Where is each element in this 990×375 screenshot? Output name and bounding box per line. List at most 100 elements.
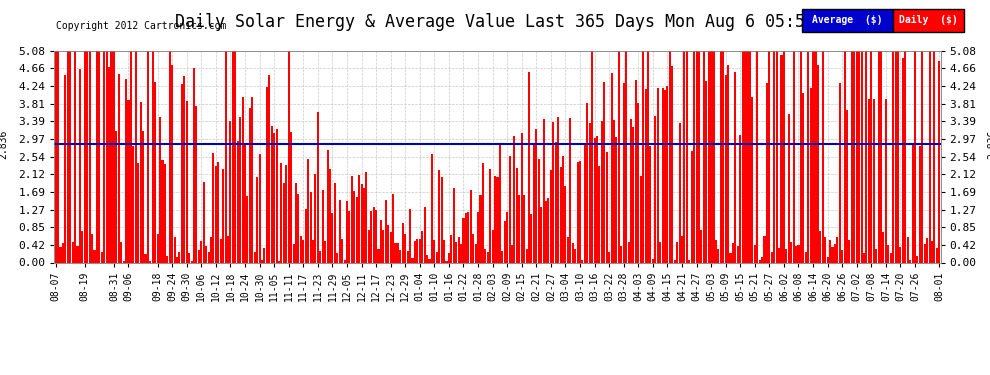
Bar xyxy=(342,239,344,262)
Bar xyxy=(805,252,807,262)
Bar xyxy=(380,220,382,262)
Bar xyxy=(195,106,197,262)
Bar xyxy=(115,130,118,262)
Bar xyxy=(892,48,894,262)
Bar xyxy=(183,76,185,262)
Bar xyxy=(623,83,625,262)
Bar xyxy=(434,240,436,262)
Bar xyxy=(834,244,836,262)
Bar xyxy=(798,245,800,262)
Bar xyxy=(235,48,237,262)
Bar xyxy=(217,162,220,262)
Text: Average  ($): Average ($) xyxy=(812,15,883,25)
Bar xyxy=(288,48,290,262)
Bar xyxy=(715,240,717,262)
Bar xyxy=(186,101,188,262)
Bar xyxy=(613,120,615,262)
Bar xyxy=(700,230,703,262)
Bar xyxy=(258,154,260,262)
Bar xyxy=(708,48,710,262)
Bar xyxy=(54,48,56,262)
Bar xyxy=(360,184,362,262)
Bar xyxy=(457,237,459,262)
Bar xyxy=(744,48,746,262)
Bar xyxy=(713,48,715,262)
Bar xyxy=(392,194,394,262)
Bar xyxy=(646,48,649,262)
Bar xyxy=(616,137,618,262)
Bar xyxy=(69,48,71,262)
Bar xyxy=(559,167,561,262)
Bar xyxy=(62,243,64,262)
Bar xyxy=(487,252,489,262)
Bar xyxy=(477,212,479,262)
Bar xyxy=(763,236,765,262)
Bar xyxy=(552,122,554,262)
Bar xyxy=(621,246,623,262)
Bar xyxy=(176,257,178,262)
Bar xyxy=(538,159,540,262)
Bar xyxy=(635,80,637,262)
Bar xyxy=(868,99,870,262)
Bar xyxy=(751,97,753,262)
Bar xyxy=(509,156,511,262)
Bar xyxy=(334,183,336,262)
Bar xyxy=(220,239,222,262)
Bar xyxy=(822,48,824,262)
Bar xyxy=(691,152,693,262)
Bar xyxy=(850,48,853,262)
Bar xyxy=(882,232,884,262)
Bar xyxy=(873,99,875,262)
Bar xyxy=(912,145,914,262)
Bar xyxy=(414,241,416,262)
Bar xyxy=(200,241,202,262)
Bar xyxy=(106,48,108,262)
Bar xyxy=(108,67,110,262)
Bar xyxy=(370,211,372,262)
Bar xyxy=(727,64,729,262)
Bar xyxy=(273,133,275,262)
Bar xyxy=(735,72,737,262)
Bar xyxy=(426,255,428,262)
Bar xyxy=(190,261,193,262)
Bar xyxy=(312,240,314,262)
Bar xyxy=(140,102,142,262)
Bar xyxy=(771,252,773,262)
Bar xyxy=(730,254,732,262)
Bar xyxy=(346,201,348,262)
Bar xyxy=(74,48,76,262)
Bar xyxy=(703,48,705,262)
Bar xyxy=(125,79,127,262)
Bar xyxy=(479,195,481,262)
Bar xyxy=(310,192,312,262)
Bar xyxy=(501,251,503,262)
Bar xyxy=(399,250,401,262)
Bar xyxy=(761,256,763,262)
Bar xyxy=(462,217,464,262)
Text: Daily Solar Energy & Average Value Last 365 Days Mon Aug 6 05:56: Daily Solar Energy & Average Value Last … xyxy=(175,13,815,31)
Bar xyxy=(785,249,787,262)
Bar xyxy=(173,237,175,262)
Bar xyxy=(756,48,758,262)
Bar xyxy=(251,97,253,262)
Bar xyxy=(93,250,96,262)
Bar xyxy=(171,65,173,262)
Bar xyxy=(598,166,601,262)
Bar xyxy=(404,234,406,262)
Bar xyxy=(242,97,244,262)
Bar xyxy=(188,253,190,262)
Bar xyxy=(758,260,760,262)
Bar xyxy=(766,83,768,262)
Bar xyxy=(240,117,242,262)
Bar xyxy=(222,169,224,262)
Bar xyxy=(232,48,234,262)
Bar xyxy=(666,86,668,262)
Bar xyxy=(795,246,797,262)
Bar xyxy=(156,234,158,262)
Bar xyxy=(594,138,596,262)
Text: Copyright 2012 Cartronics.com: Copyright 2012 Cartronics.com xyxy=(56,21,227,31)
Bar xyxy=(855,48,857,262)
Bar xyxy=(123,261,125,262)
Bar xyxy=(907,237,909,262)
Bar xyxy=(543,119,545,262)
